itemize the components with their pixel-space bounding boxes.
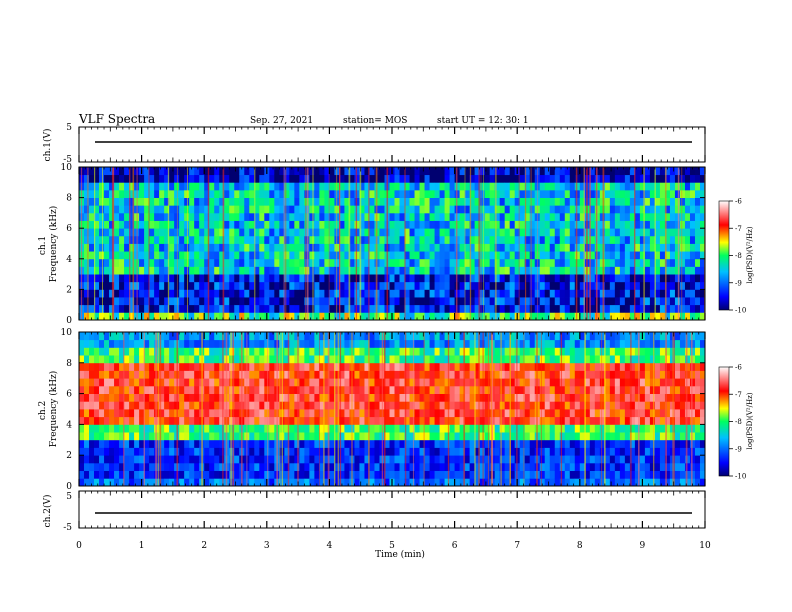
- time-tick-label: 9: [640, 541, 646, 551]
- time-tick-label: 2: [201, 541, 207, 551]
- freq-tick-label: 8: [66, 194, 72, 204]
- ch2-waveform-ylabel: ch.2(V): [42, 495, 53, 528]
- ch1-colorbar-label: log(PSD)(V²/Hz): [746, 226, 754, 283]
- ch2-colorbar-gradient: [718, 366, 730, 477]
- ch1-freq-ylabel-line1: ch.1: [38, 236, 48, 255]
- freq-tick-label: 10: [61, 328, 73, 338]
- time-tick-label: 5: [389, 541, 395, 551]
- ch2-freq-ylabel-line1: ch.2: [38, 401, 48, 420]
- station-label: station= MOS: [343, 116, 407, 126]
- ch2-ytick-top: 5: [66, 492, 72, 502]
- time-axis-label: Time (min): [375, 549, 425, 560]
- ch2-spectrogram-panel: 0 2 4 6 8 10 ch.2 Frequency (kHz): [38, 328, 706, 492]
- freq-tick-label: 4: [66, 255, 72, 265]
- ch1-ytick-bottom: -5: [63, 155, 72, 165]
- colorbar-tick-label: -7: [735, 391, 742, 399]
- freq-tick-label: 8: [66, 359, 72, 369]
- ch2-freq-ylabel: ch.2 Frequency (kHz): [38, 371, 59, 448]
- time-tick-label: 6: [452, 541, 458, 551]
- freq-tick-label: 10: [61, 163, 73, 173]
- ch2-colorbar-ticks: -6 -7 -8 -9 -10: [729, 364, 746, 481]
- colorbar-tick-label: -8: [735, 252, 742, 260]
- start-ut-label: start UT = 12: 30: 1: [437, 116, 529, 126]
- ch1-spectrogram-image: [79, 167, 705, 320]
- ch2-freq-ticks: 0 2 4 6 8 10: [61, 328, 705, 492]
- ch1-colorbar: -6 -7 -8 -9 -10 log(PSD)(V²/Hz): [718, 198, 754, 315]
- ch1-ytick-top: 5: [66, 123, 72, 133]
- time-tick-label: 7: [514, 541, 520, 551]
- freq-tick-label: 0: [66, 482, 72, 492]
- ch1-freq-ylabel: ch.1 Frequency (kHz): [38, 206, 59, 283]
- colorbar-tick-label: -8: [735, 418, 742, 426]
- time-axis-ticks: 0 1 2 3 4 5 6 7 8 9 10: [76, 127, 711, 551]
- freq-tick-label: 6: [66, 224, 72, 234]
- time-tick-label: 8: [577, 541, 583, 551]
- freq-tick-label: 2: [66, 285, 72, 295]
- colorbar-tick-label: -7: [735, 225, 742, 233]
- date-label: Sep. 27, 2021: [250, 116, 313, 126]
- freq-tick-label: 6: [66, 390, 72, 400]
- colorbar-tick-label: -10: [735, 473, 746, 481]
- time-tick-label: 3: [264, 541, 270, 551]
- ch2-ytick-bottom: -5: [63, 523, 72, 533]
- colorbar-tick-label: -10: [735, 307, 746, 315]
- ch2-colorbar: -6 -7 -8 -9 -10 log(PSD)(V²/Hz): [718, 364, 754, 481]
- time-tick-label: 4: [327, 541, 333, 551]
- ch1-colorbar-ticks: -6 -7 -8 -9 -10: [729, 198, 746, 315]
- ch2-spectrogram-image: [79, 332, 705, 486]
- ch1-spectrogram-panel: 0 2 4 6 8 10 ch.1 Frequency (kHz): [38, 163, 706, 326]
- time-tick-label: 1: [139, 541, 145, 551]
- colorbar-tick-label: -9: [735, 445, 742, 453]
- ch1-freq-ylabel-line2: Frequency (kHz): [48, 206, 59, 283]
- colorbar-tick-label: -6: [735, 364, 742, 372]
- time-tick-label: 0: [76, 541, 82, 551]
- freq-tick-label: 0: [66, 316, 72, 326]
- time-tick-label: 10: [699, 541, 711, 551]
- ch2-freq-ylabel-line2: Frequency (kHz): [48, 371, 59, 448]
- freq-tick-label: 2: [66, 451, 72, 461]
- freq-tick-label: 4: [66, 420, 72, 430]
- ch1-freq-ticks: 0 2 4 6 8 10: [61, 163, 705, 326]
- ch1-colorbar-gradient: [718, 200, 730, 311]
- colorbar-tick-label: -6: [735, 198, 742, 206]
- ch2-colorbar-label: log(PSD)(V²/Hz): [746, 392, 754, 449]
- colorbar-tick-label: -9: [735, 279, 742, 287]
- figure-title: VLF Spectra: [78, 112, 155, 126]
- ch1-waveform-ylabel: ch.1(V): [42, 129, 53, 162]
